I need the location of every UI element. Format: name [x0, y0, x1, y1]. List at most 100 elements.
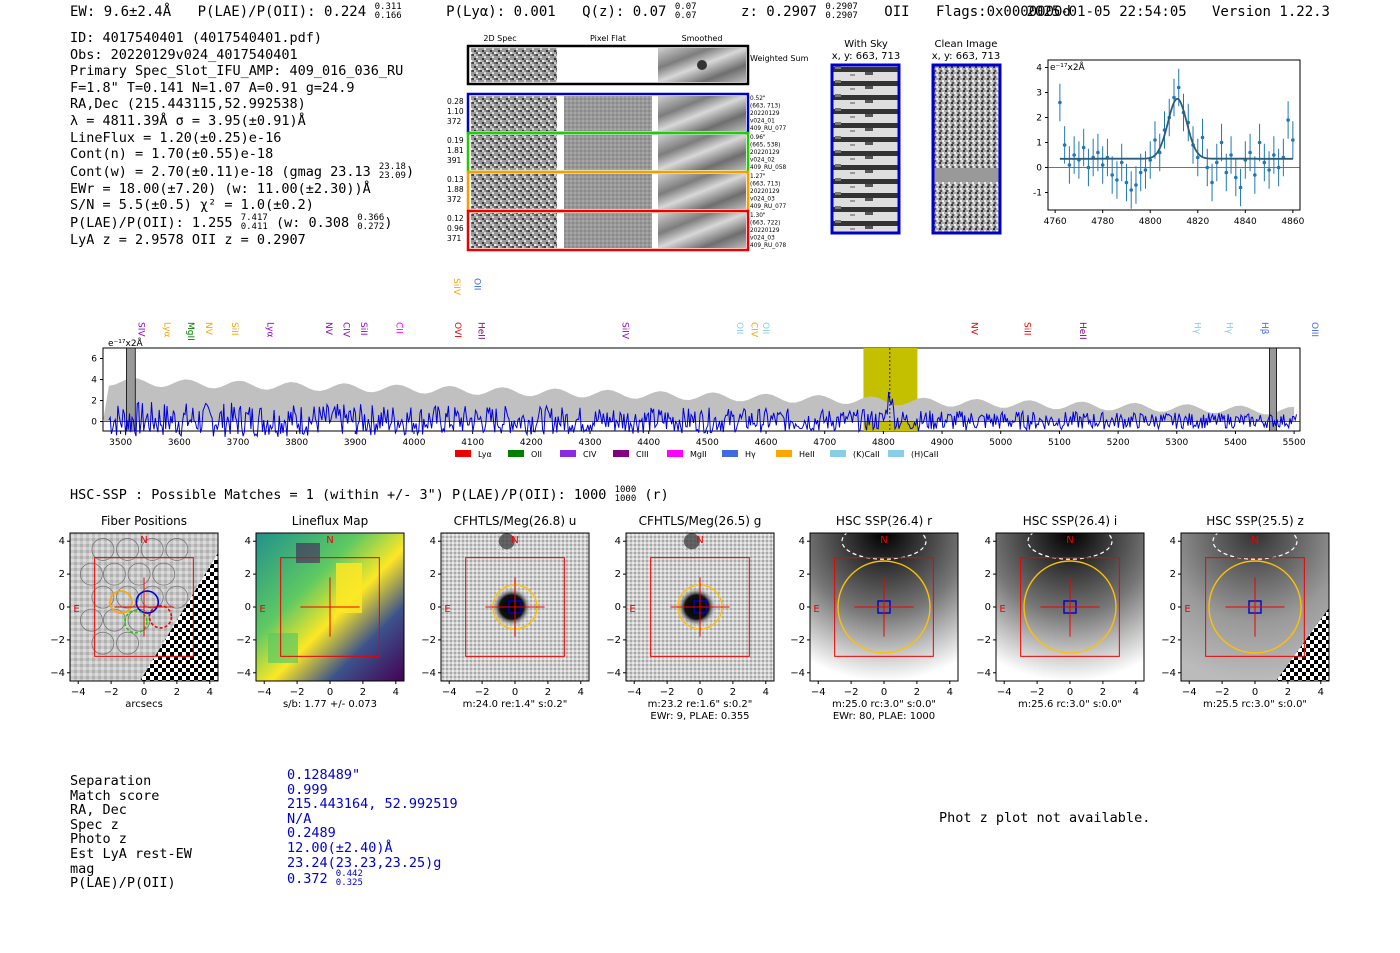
x-tick-label: −4 — [811, 687, 826, 698]
panel-title: CFHTLS/Meg(26.5) g — [639, 514, 762, 528]
search-box — [650, 557, 750, 657]
clean-title: Clean Image — [935, 39, 998, 50]
data-point — [1205, 165, 1210, 170]
sky-panels: With Sky x, y: 663, 713 Clean Image x, y… — [830, 39, 1002, 235]
x-tick-label: 0 — [141, 687, 147, 698]
data-point — [1176, 85, 1181, 90]
legend-label: OII — [531, 450, 542, 459]
search-box — [94, 557, 194, 657]
y-tick-label: 0 — [430, 602, 436, 613]
data-point — [1100, 163, 1105, 167]
x-tick-label: −2 — [1215, 687, 1230, 698]
legend-swatch — [830, 450, 846, 457]
image-panel: Lineflux Map N E −4 −4 −2 −2 0 0 2 2 4 4 s/b: 1.77 +/… — [236, 514, 405, 710]
fiber-circle — [165, 538, 189, 561]
x-tick-label: 0 — [1252, 687, 1258, 698]
aperture-circle — [837, 560, 931, 654]
data-point — [1291, 138, 1295, 142]
data-point — [1143, 168, 1148, 172]
fiber-red — [148, 605, 173, 629]
y-tick-label: 0 — [1170, 602, 1176, 613]
x-tick-label: 3900 — [344, 438, 367, 448]
data-point — [1119, 160, 1124, 165]
clean-image — [931, 63, 1002, 235]
match-value: 0.372 0.442 0.325 — [287, 869, 363, 889]
cutout-right-label: 20220129 — [750, 189, 780, 195]
info-primary: Primary Spec_Slot_IFU_AMP: 409_016_036_R… — [70, 63, 404, 80]
y-tick-label: 0 — [615, 602, 621, 613]
cutout-left-label: 372 — [447, 195, 462, 204]
x-tick-label: 0 — [512, 687, 518, 698]
cutout-left-label: 371 — [447, 234, 462, 243]
data-point — [1096, 150, 1100, 155]
data-point — [1153, 138, 1157, 142]
y-tick-label: 2 — [430, 569, 436, 580]
y-tick-label: 2 — [985, 569, 991, 580]
y-tick-label: 4 — [59, 536, 65, 547]
x-tick-label: 4840 — [1234, 217, 1257, 227]
data-point — [1072, 153, 1076, 157]
hsc-summary: HSC-SSP : Possible Matches = 1 (within +… — [70, 485, 669, 504]
weighted-sum-label: Weighted Sum — [750, 54, 809, 63]
fiber-circle — [152, 562, 176, 586]
x-tick-label: −2 — [844, 687, 859, 698]
legend-label: (K)CaII — [853, 450, 880, 459]
cutout-right-label: v024_01 — [750, 119, 775, 125]
panel-title: HSC SSP(26.4) r — [836, 514, 932, 528]
y-tick-label: 2 — [59, 569, 65, 580]
panel-caption-2: EWr: 80, PLAE: 1000 — [833, 711, 935, 722]
x-tick-label: 4 — [947, 687, 953, 698]
y-tick-label: 4 — [615, 536, 621, 547]
info-plae: P(LAE)/P(OII): 1.255 7.417 0.411 (w: 0.30… — [70, 212, 393, 232]
data-point — [1138, 170, 1143, 175]
line-name-label: OVI — [452, 322, 462, 338]
y-tick-label: −4 — [50, 668, 65, 679]
x-tick-label: −2 — [660, 687, 675, 698]
cutout-right-label: 20220129 — [750, 111, 780, 117]
x-tick-label: 4760 — [1044, 217, 1067, 227]
panel-caption: s/b: 1.77 +/- 0.073 — [283, 699, 377, 710]
with-sky-title: With Sky — [844, 39, 888, 50]
gaussian-fit — [1059, 97, 1293, 160]
data-point — [1134, 183, 1138, 187]
data-point — [1234, 175, 1238, 180]
info-contn: Cont(n) = 1.70(±0.55)e-18 — [70, 146, 274, 163]
x-tick-label: −4 — [627, 687, 642, 698]
y-tick-label: 0 — [985, 602, 991, 613]
data-point — [1267, 168, 1271, 172]
cutout-right-label: 20220129 — [750, 228, 780, 234]
data-point — [1219, 140, 1224, 145]
x-tick-label: 0 — [881, 687, 887, 698]
panel-title: HSC SSP(26.4) i — [1023, 514, 1118, 528]
data-point — [1067, 163, 1072, 167]
x-tick-label: 5300 — [1165, 438, 1188, 448]
x-tick-label: 4800 — [872, 438, 895, 448]
y-tick-label: 0 — [799, 602, 805, 613]
x-tick-label: 5200 — [1107, 438, 1130, 448]
header-flags: Flags:0x0000000d — [936, 4, 1071, 20]
fiber-circle — [116, 585, 139, 609]
header-ew: EW: 9.6±2.4Å — [70, 4, 172, 20]
panel-title: CFHTLS/Meg(26.8) u — [454, 514, 577, 528]
x-tick-label: 0 — [1067, 687, 1073, 698]
x-tick-label: 4780 — [1091, 217, 1114, 227]
header-plae: P(LAE)/P(OII): 0.224 0.311 0.166 — [197, 2, 402, 21]
fiber-circle — [79, 562, 103, 586]
header-qz: Q(z): 0.07 0.07 0.07 — [582, 2, 697, 21]
match-values: 0.128489" 0.999 215.443164, 52.992519 N/A 0.… — [287, 768, 458, 888]
col-2d-title: 2D Spec — [483, 34, 516, 43]
y-tick-label: 2 — [615, 569, 621, 580]
cutout-right-label: v024_02 — [750, 158, 775, 164]
fiber-circle — [116, 538, 139, 561]
x-tick-label: 3700 — [227, 438, 250, 448]
fiber-circle — [91, 631, 115, 655]
match-value: 23.24(23.23,23.25)g — [287, 854, 442, 871]
image-panel: HSC SSP(25.5) z N E −4 −4 −2 −2 0 0 2 2 4 4 m:25.5 rc… — [1161, 514, 1330, 710]
top-line-label: SiIV — [451, 278, 461, 296]
imaging-panels: Fiber Positions N E −4 −4 −2 −2 0 0 2 2 4 4 arcsecs Li… — [50, 514, 1330, 722]
search-box — [1020, 557, 1120, 657]
data-point — [1081, 145, 1086, 150]
fiber-orange — [109, 590, 133, 614]
col-flat-title: Pixel Flat — [590, 34, 626, 43]
